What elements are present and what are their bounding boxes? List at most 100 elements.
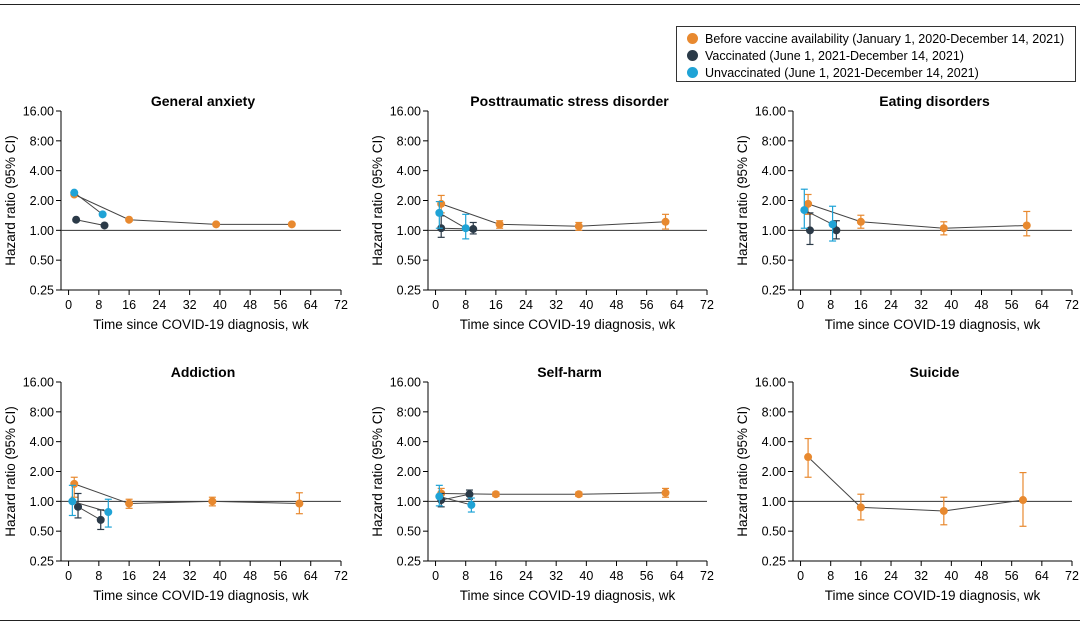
y-axis-label: Hazard ratio (95% CI) bbox=[3, 406, 18, 537]
series-line bbox=[77, 506, 101, 521]
data-point bbox=[491, 490, 500, 499]
x-tick-label: 32 bbox=[183, 298, 197, 312]
x-axis-label: Time since COVID-19 diagnosis, wk bbox=[460, 588, 676, 603]
x-tick-label: 0 bbox=[65, 569, 72, 583]
data-point bbox=[574, 490, 583, 499]
chart-title: Eating disorders bbox=[879, 93, 990, 109]
data-point bbox=[68, 497, 77, 506]
x-tick-label: 48 bbox=[610, 298, 624, 312]
x-tick-label: 40 bbox=[579, 298, 593, 312]
data-point bbox=[70, 188, 79, 197]
data-point bbox=[467, 500, 476, 509]
x-tick-label: 24 bbox=[519, 298, 533, 312]
data-point bbox=[661, 217, 670, 226]
series-line bbox=[441, 203, 666, 227]
x-axis-label: Time since COVID-19 diagnosis, wk bbox=[825, 588, 1041, 603]
series-line bbox=[439, 212, 466, 229]
x-tick-label: 0 bbox=[432, 298, 439, 312]
legend-label-before: Before vaccine availability (January 1, … bbox=[705, 31, 1065, 46]
y-tick-label: 1.00 bbox=[397, 495, 421, 509]
data-point bbox=[574, 222, 583, 231]
data-point bbox=[469, 225, 478, 234]
x-tick-label: 16 bbox=[122, 298, 136, 312]
x-tick-label: 24 bbox=[519, 569, 533, 583]
chart-title: General anxiety bbox=[151, 93, 255, 109]
x-tick-label: 16 bbox=[489, 298, 503, 312]
y-tick-label: 8:00 bbox=[30, 405, 54, 419]
x-tick-label: 16 bbox=[854, 569, 868, 583]
dark-dot-icon bbox=[687, 50, 698, 61]
x-tick-label: 8 bbox=[462, 569, 469, 583]
y-tick-label: 8:00 bbox=[397, 405, 421, 419]
x-tick-label: 32 bbox=[183, 569, 197, 583]
x-tick-label: 32 bbox=[549, 569, 563, 583]
data-point bbox=[96, 515, 105, 524]
legend-entry-vaccinated: Vaccinated (June 1, 2021-December 14, 20… bbox=[687, 47, 1075, 64]
x-tick-label: 56 bbox=[640, 569, 654, 583]
x-tick-label: 64 bbox=[670, 298, 684, 312]
x-tick-label: 48 bbox=[975, 569, 989, 583]
x-tick-label: 56 bbox=[274, 298, 288, 312]
x-tick-label: 48 bbox=[243, 569, 257, 583]
data-point bbox=[1018, 496, 1027, 505]
y-tick-label: 2.00 bbox=[30, 194, 54, 208]
y-tick-label: 4.00 bbox=[762, 435, 786, 449]
x-tick-label: 24 bbox=[884, 569, 898, 583]
series-line bbox=[807, 456, 1024, 512]
x-tick-label: 16 bbox=[122, 569, 136, 583]
x-tick-label: 72 bbox=[334, 569, 348, 583]
y-tick-label: 16.00 bbox=[390, 376, 421, 390]
y-tick-label: 0.25 bbox=[30, 555, 54, 569]
y-tick-label: 0.25 bbox=[762, 555, 786, 569]
data-point bbox=[856, 503, 865, 512]
y-tick-label: 0.50 bbox=[397, 525, 421, 539]
x-tick-label: 24 bbox=[884, 298, 898, 312]
y-tick-label: 0.25 bbox=[397, 555, 421, 569]
y-tick-label: 16.00 bbox=[390, 105, 421, 119]
chart-panel: General anxiety 16.00 8:00 4.00 2.00 1.00 0.50… bbox=[3, 93, 348, 332]
bottom-rule bbox=[0, 620, 1080, 621]
y-tick-label: 2.00 bbox=[30, 465, 54, 479]
x-tick-label: 64 bbox=[304, 569, 318, 583]
data-point bbox=[74, 502, 83, 511]
x-tick-label: 8 bbox=[462, 298, 469, 312]
x-tick-label: 64 bbox=[670, 569, 684, 583]
x-tick-label: 64 bbox=[1035, 298, 1049, 312]
x-tick-label: 0 bbox=[797, 298, 804, 312]
series-line bbox=[74, 194, 292, 225]
y-tick-label: 1.00 bbox=[762, 495, 786, 509]
data-point bbox=[212, 220, 221, 229]
y-tick-label: 16.00 bbox=[755, 105, 786, 119]
y-axis-label: Hazard ratio (95% CI) bbox=[735, 135, 750, 266]
data-point bbox=[828, 220, 837, 229]
data-point bbox=[125, 215, 134, 224]
x-tick-label: 24 bbox=[152, 298, 166, 312]
data-point bbox=[98, 210, 107, 219]
data-point bbox=[495, 220, 504, 229]
chart-title: Suicide bbox=[910, 364, 960, 380]
y-tick-label: 1.00 bbox=[30, 224, 54, 238]
x-tick-label: 72 bbox=[1065, 298, 1079, 312]
x-tick-label: 32 bbox=[914, 569, 928, 583]
y-tick-label: 0.50 bbox=[397, 254, 421, 268]
chart-panel: Suicide 16.00 8:00 4.00 2.00 1.00 0.50 0.25 0 8 16… bbox=[735, 364, 1079, 603]
y-axis-label: Hazard ratio (95% CI) bbox=[370, 406, 385, 537]
y-tick-label: 8:00 bbox=[397, 134, 421, 148]
data-point bbox=[939, 224, 948, 233]
x-tick-label: 72 bbox=[700, 298, 714, 312]
y-axis-label: Hazard ratio (95% CI) bbox=[3, 135, 18, 266]
x-axis-label: Time since COVID-19 diagnosis, wk bbox=[93, 588, 309, 603]
data-point bbox=[805, 226, 814, 235]
x-tick-label: 0 bbox=[65, 298, 72, 312]
x-tick-label: 40 bbox=[213, 298, 227, 312]
series-line bbox=[76, 219, 105, 226]
data-point bbox=[832, 226, 841, 235]
x-tick-label: 40 bbox=[944, 298, 958, 312]
data-point bbox=[804, 199, 813, 208]
data-point bbox=[465, 490, 474, 499]
x-tick-label: 56 bbox=[1005, 569, 1019, 583]
data-point bbox=[125, 499, 134, 508]
x-tick-label: 32 bbox=[914, 298, 928, 312]
data-point bbox=[661, 488, 670, 497]
